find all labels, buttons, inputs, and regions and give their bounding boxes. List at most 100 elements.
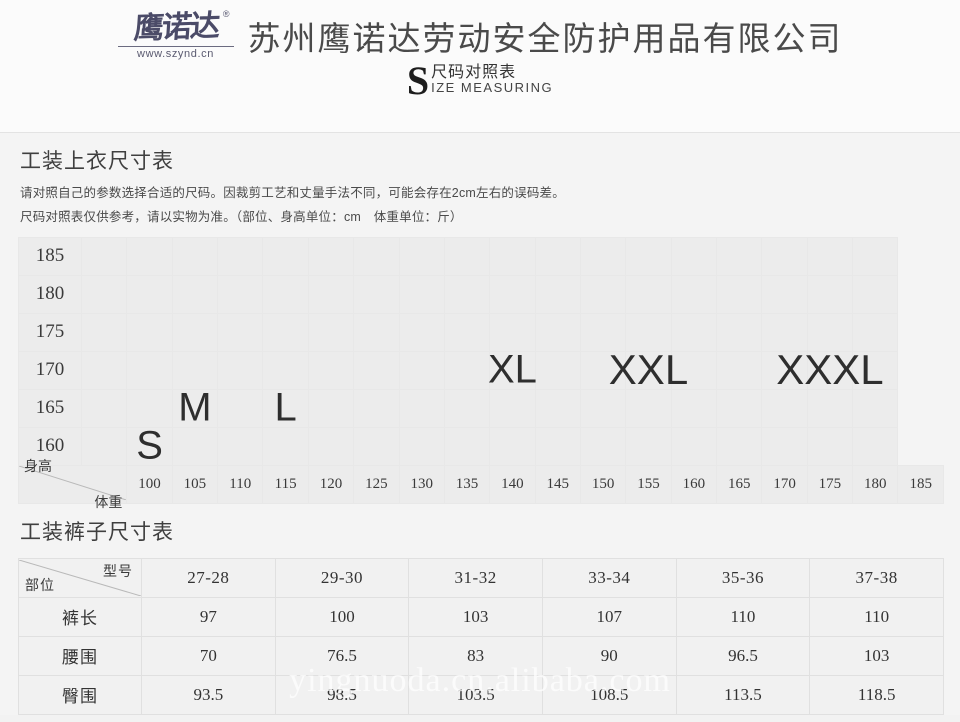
grid-cell-l [353,312,400,352]
grid-cell-xxxl [806,426,854,466]
grid-cell-xl [398,426,445,466]
grid-cell-xxl [625,426,672,466]
pants-cell-value: 113.5 [675,674,811,715]
pants-header-row: 型号 部位 27-28 29-30 31-32 33-34 35-36 37-38 [18,557,944,598]
grid-cell-xxl [670,426,718,466]
grid-cell-xxxl [761,350,808,390]
grid-cell-empty [262,274,309,314]
grid-cell-xxl [534,312,581,352]
grid-cell-xl [398,388,445,428]
grid-cell-m: M [171,386,219,430]
grid-cell-xxl [716,350,763,390]
grid-cell-xl [489,312,536,352]
weight-axis-row: 身高 体重 100 105 110 115 120 125 130 135 140 145 150 155… [17,458,944,510]
weight-axis-label: 140 [489,464,536,504]
pants-cell-value: 76.5 [274,635,410,676]
grid-cell-xl [398,274,445,314]
grid-cell-empty [307,274,355,314]
size-label-s: S [136,423,163,468]
pants-size-table: 型号 部位 27-28 29-30 31-32 33-34 35-36 37-38 裤长 97 10… [18,557,944,715]
grid-cell-empty [534,236,581,276]
grid-cell-xxl [579,274,627,314]
grid-cell-empty [579,236,627,276]
grid-cell-m [217,388,264,428]
pants-cell-value: 103.5 [408,674,543,715]
grid-cell-empty [670,236,718,276]
height-axis-label: 170 [18,350,82,390]
grid-cell-xl [443,350,491,390]
grid-cell-xxl [534,350,581,390]
grid-cell-empty [489,236,536,276]
grid-cell-l [262,312,309,352]
grid-cell-xxxl [761,426,808,466]
grid-cell-xl [443,274,491,314]
jacket-size-grid: 185 180 175 170 XL XXL XXXL 165 M L 160 S 身高 体重 100 105… [17,236,944,510]
grid-cell-xxl [716,274,763,314]
grid-cell-xxl [579,426,627,466]
grid-cell-xxl [579,350,627,390]
grid-cell-empty [80,274,128,314]
grid-cell-empty [80,312,128,352]
weight-axis-label: 105 [171,464,219,504]
weight-axis-label: 150 [579,464,627,504]
pants-cell-value: 97 [141,596,276,637]
jacket-size-grid-wrapper: 185 180 175 170 XL XXL XXXL 165 M L 160 S 身高 体重 100 105… [14,236,946,510]
grid-cell-xxl [670,312,718,352]
pants-column-header: 35-36 [675,557,811,598]
grid-cell-xxxl [761,312,808,352]
pants-table-row: 臀围 93.5 98.5 103.5 108.5 113.5 118.5 [18,674,944,715]
grid-cell-xxxl [761,274,808,314]
pants-column-header: 31-32 [408,557,543,598]
grid-cell-xl [398,312,445,352]
logo-calligraphy: 鹰诺达 [132,8,219,47]
grid-cell-s: S [126,424,173,468]
weight-axis-label: 120 [307,464,355,504]
subtitle-chinese: 尺码对照表 [431,63,517,81]
pants-section-title: 工装裤子尺寸表 [20,520,174,544]
grid-row: 160 S [18,424,944,468]
height-axis-label: 165 [18,388,82,428]
diagonal-divider-icon [19,465,127,503]
grid-cell-empty [398,236,445,276]
jacket-note-line-1: 请对照自己的参数选择合适的尺码。因裁剪工艺和丈量手法不同，可能会存在2cm左右的… [20,186,565,200]
weight-axis-label: 180 [852,464,899,504]
pants-cell-value: 93.5 [141,674,276,715]
pants-column-header: 27-28 [141,557,276,598]
pants-cell-value: 83 [408,635,543,676]
grid-cell-empty [716,236,763,276]
weight-axis-label: 175 [806,464,854,504]
logo-website-url: www.szynd.cn [117,45,234,60]
grid-cell-xxxl [852,388,899,428]
jacket-note-line-2: 尺码对照表仅供参考，请以实物为准。（部位、身高单位：cm 体重单位：斤） [20,209,463,224]
pants-corner-cell: 型号 部位 [18,557,142,598]
weight-axis-label: 165 [716,464,763,504]
grid-cell-xxl [625,274,672,314]
height-axis-label: 185 [18,236,82,276]
grid-cell-xxl [716,388,763,428]
pants-table-row: 腰围 70 76.5 83 90 96.5 103 [18,635,944,676]
grid-cell-xl [534,426,581,466]
grid-cell-empty [171,236,219,276]
weight-axis-label: 110 [217,464,264,504]
grid-cell-l: L [262,386,309,430]
grid-cell-l [262,350,309,390]
jacket-section-title: 工装上衣尺寸表 [20,150,174,173]
axis-corner-cell: 身高 体重 [17,458,128,510]
grid-cell-l [262,426,309,466]
pants-cell-value: 110 [809,596,944,637]
weight-axis-label: 155 [625,464,672,504]
grid-cell-l [353,350,400,390]
grid-cell-m [80,350,128,390]
grid-cell-xl [534,274,581,314]
pants-column-header: 37-38 [809,557,944,598]
pants-cell-value: 100 [274,596,410,637]
grid-cell-xl [443,426,491,466]
grid-cell-xxxl [852,350,899,390]
weight-axis-label: 170 [761,464,808,504]
grid-row: 185 [18,236,944,276]
grid-cell-l [353,426,400,466]
weight-axis-label: 130 [398,464,445,504]
subtitle-row: S 尺码对照表 IZE MEASURING [0,61,960,101]
company-logo: ® 鹰诺达 www.szynd.cn [117,8,234,60]
grid-cell-xxl [716,426,763,466]
